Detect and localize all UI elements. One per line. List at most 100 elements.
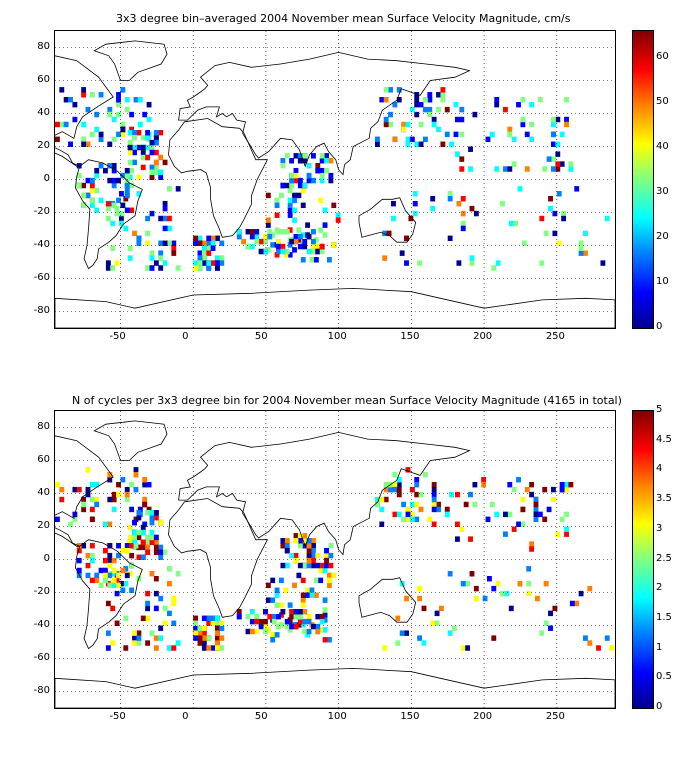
- data-bin: [318, 577, 324, 584]
- data-bin: [127, 144, 133, 151]
- data-bin: [258, 238, 264, 245]
- data-bin: [500, 590, 505, 597]
- velocity-colorbar: [632, 30, 654, 329]
- data-bin: [274, 202, 280, 209]
- data-bin: [120, 202, 126, 209]
- data-bin: [72, 116, 78, 123]
- data-bin: [103, 572, 108, 579]
- data-bin: [68, 521, 73, 527]
- data-bin: [103, 577, 108, 584]
- data-bin: [81, 501, 87, 508]
- data-bin: [116, 177, 121, 184]
- data-bin: [485, 516, 491, 523]
- data-bin: [535, 595, 540, 602]
- data-bin: [447, 571, 453, 577]
- data-bin: [136, 130, 142, 136]
- data-bin: [107, 177, 113, 184]
- data-bin: [409, 511, 415, 518]
- y-tick-label: 0: [43, 172, 50, 184]
- data-bin: [495, 580, 501, 587]
- data-bin: [289, 609, 295, 615]
- data-bin: [551, 496, 556, 503]
- y-tick-label: 20: [37, 139, 50, 151]
- data-bin: [327, 637, 332, 643]
- data-bin: [193, 265, 199, 271]
- data-bin: [315, 552, 321, 559]
- data-bin: [206, 645, 212, 651]
- data-bin: [265, 192, 271, 199]
- data-bin: [94, 501, 100, 508]
- data-bin: [146, 101, 152, 108]
- data-bin: [142, 496, 148, 503]
- data-bin: [120, 87, 126, 93]
- data-bin: [503, 106, 508, 113]
- data-bin: [529, 121, 535, 128]
- data-bin: [533, 511, 539, 518]
- data-bin: [468, 146, 473, 152]
- data-bin: [215, 255, 220, 261]
- data-bin: [162, 159, 168, 166]
- data-bin: [149, 169, 155, 176]
- data-bin: [111, 202, 117, 209]
- colorbar-tick-label: 20: [656, 231, 669, 242]
- data-bin: [292, 217, 297, 223]
- data-bin: [392, 511, 398, 518]
- y-tick-label: 80: [37, 420, 50, 432]
- data-bin: [274, 592, 280, 598]
- data-bin: [105, 630, 111, 636]
- data-bin: [206, 615, 212, 622]
- data-bin: [263, 609, 268, 615]
- x-tick-label: -50: [109, 331, 126, 342]
- data-bin: [145, 144, 151, 151]
- data-bin: [436, 106, 441, 113]
- data-bin: [548, 625, 553, 631]
- data-bin: [129, 111, 135, 118]
- data-bin: [167, 610, 172, 617]
- data-bin: [495, 260, 501, 266]
- y-tick-label: 80: [37, 40, 50, 52]
- data-bin: [408, 215, 414, 222]
- data-bin: [574, 186, 580, 192]
- data-bin: [254, 628, 260, 635]
- data-bin: [149, 144, 155, 151]
- cycles-colorbar: [632, 410, 654, 709]
- data-bin: [149, 210, 155, 217]
- data-bin: [123, 225, 129, 232]
- data-bin: [119, 580, 124, 587]
- data-bin: [289, 238, 295, 245]
- data-bin: [375, 141, 380, 147]
- y-tick-label: 60: [37, 453, 50, 465]
- data-bin: [300, 577, 306, 584]
- data-bin: [81, 543, 87, 549]
- data-bin: [555, 161, 561, 167]
- data-bin: [296, 227, 302, 233]
- data-bin: [396, 511, 402, 518]
- data-bin: [145, 590, 151, 597]
- data-bin: [315, 562, 321, 569]
- data-bin: [292, 207, 297, 213]
- data-bin: [520, 496, 526, 503]
- data-bin: [55, 516, 60, 523]
- data-bin: [85, 486, 91, 493]
- data-bin: [270, 597, 276, 603]
- data-bin: [136, 144, 142, 151]
- data-bin: [293, 613, 299, 620]
- data-bin: [287, 212, 293, 218]
- data-bin: [583, 230, 588, 237]
- data-bin: [110, 640, 116, 646]
- data-bin: [465, 645, 471, 651]
- colorbar-tick-label: 3: [656, 522, 663, 534]
- data-bin: [431, 481, 437, 488]
- data-bin: [236, 229, 242, 235]
- data-bin: [319, 172, 325, 179]
- data-bin: [379, 521, 385, 527]
- x-tick-label: 200: [473, 711, 493, 722]
- data-bin: [158, 265, 164, 271]
- data-bin: [520, 97, 526, 103]
- data-bin: [149, 534, 155, 541]
- data-bin: [405, 467, 411, 473]
- data-bin: [551, 156, 556, 162]
- data-bin: [98, 131, 104, 138]
- data-bin: [578, 590, 584, 597]
- data-bin: [81, 202, 87, 209]
